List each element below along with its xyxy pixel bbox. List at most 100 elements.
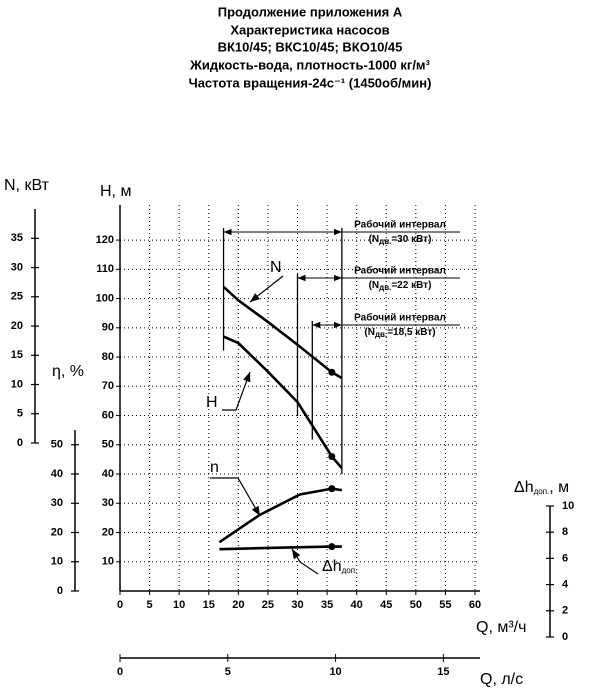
point-marker	[328, 452, 336, 460]
y-tick-label: 100	[96, 292, 114, 304]
dh-label-main: Δh	[514, 479, 534, 496]
interval-note: (Nдв.=30 кВт)	[369, 234, 432, 246]
y-tick-label: 50	[102, 439, 114, 451]
x-tick-label: 45	[380, 599, 392, 611]
tick-label: 10	[562, 500, 574, 512]
title-line: Характеристика насосов	[230, 22, 389, 37]
x-tick-label: 40	[351, 599, 363, 611]
point-marker	[328, 485, 336, 493]
curve-label: n	[210, 459, 219, 476]
tick-label: 20	[11, 320, 23, 332]
x-tick-label: 5	[147, 599, 153, 611]
curve	[219, 545, 342, 551]
tick-label: 35	[11, 232, 23, 244]
tick-label: 50	[51, 439, 63, 451]
curve-label-name: Δh	[322, 558, 342, 575]
tick-label: 8	[562, 526, 568, 538]
interval-label: Рабочий интервал	[354, 265, 446, 277]
tick-label: 0	[562, 631, 568, 643]
y-tick-label: 70	[102, 380, 114, 392]
curve-label: H	[206, 394, 218, 411]
x2-tick-label: 15	[437, 666, 449, 678]
x2-tick-label: 5	[225, 666, 231, 678]
interval-note-post: =30 кВт)	[391, 234, 431, 245]
tick-label: 5	[17, 408, 23, 420]
tick-label: 15	[11, 349, 23, 361]
y-tick-label: 10	[102, 556, 114, 568]
x-tick-label: 35	[321, 599, 333, 611]
y-tick-label: 60	[102, 409, 114, 421]
interval-note-post: =18,5 кВт)	[387, 327, 435, 338]
interval-note-sub: дв.	[379, 237, 391, 246]
title-line: Жидкость-вода, плотность-1000 кг/м³	[189, 57, 430, 72]
tick-label: 6	[562, 552, 568, 564]
curve	[223, 335, 343, 470]
tick-label: 10	[51, 556, 63, 568]
x2-tick-label: 0	[117, 666, 123, 678]
x2-tick-label: 10	[329, 666, 341, 678]
y-tick-label: 90	[102, 322, 114, 334]
tick-label: 10	[11, 378, 23, 390]
x-tick-label: 20	[232, 599, 244, 611]
leader-line	[210, 477, 261, 517]
tick-label: 2	[562, 605, 568, 617]
interval-note-pre: (N	[364, 327, 375, 338]
leader-line	[291, 548, 319, 575]
curve-label-name: n	[210, 459, 219, 476]
point-marker	[328, 543, 336, 551]
tick-label: 30	[51, 497, 63, 509]
title-line: ВК10/45; ВКС10/45; ВКО10/45	[218, 39, 403, 54]
interval-label: Рабочий интервал	[354, 312, 446, 324]
y-tick-label: 40	[102, 468, 114, 480]
title: Продолжение приложения А Характеристика …	[189, 4, 432, 90]
curve-label: N	[270, 259, 282, 276]
curve-label-sub: доп.	[342, 566, 358, 575]
y-axis-label: H, м	[100, 183, 131, 200]
y-tick-label: 110	[96, 263, 114, 275]
interval-note-sub: дв.	[379, 283, 391, 292]
tick-label: 40	[51, 468, 63, 480]
x-tick-label: 50	[410, 599, 422, 611]
interval-note-pre: (N	[369, 234, 380, 245]
dh-label-unit: , м	[549, 479, 569, 496]
y-tick-label: 30	[102, 497, 114, 509]
tick-label: 20	[51, 526, 63, 538]
y-tick-label: 80	[102, 351, 114, 363]
interval-note-pre: (N	[369, 280, 380, 291]
leader-line	[249, 275, 284, 303]
title-line: Продолжение приложения А	[218, 4, 403, 19]
interval-note: (Nдв.=22 кВт)	[369, 280, 432, 292]
x-tick-label: 10	[173, 599, 185, 611]
x-tick-label: 0	[117, 599, 123, 611]
tick-label: 30	[11, 261, 23, 273]
x-tick-label: 30	[291, 599, 303, 611]
x-tick-label: 15	[203, 599, 215, 611]
interval-note: (Nдв.=18,5 кВт)	[364, 327, 435, 339]
x2-axis-label: Q, л/с	[480, 671, 523, 688]
curve-label: Δhдоп.	[322, 558, 357, 575]
eta-axis-label: η, %	[52, 363, 84, 380]
tick-label: 0	[57, 585, 63, 597]
x-tick-label: 55	[439, 599, 451, 611]
curve-label-name: N	[270, 259, 282, 276]
tick-label: 4	[562, 579, 569, 591]
leader-line	[222, 371, 251, 411]
curve	[218, 487, 343, 544]
x-axis-label: Q, м³/ч	[476, 619, 526, 636]
x-tick-label: 60	[469, 599, 481, 611]
curve	[222, 285, 343, 380]
point-marker	[328, 368, 336, 376]
n-axis-label: N, кВт	[4, 177, 50, 194]
curve-label-name: H	[206, 394, 218, 411]
interval-note-sub: дв.	[375, 330, 387, 339]
title-line: Частота вращения-24с⁻¹ (1450об/мин)	[189, 75, 432, 90]
interval-note-post: =22 кВт)	[391, 280, 431, 291]
tick-label: 0	[17, 437, 23, 449]
interval-label: Рабочий интервал	[354, 219, 446, 231]
tick-label: 25	[11, 291, 23, 303]
y-tick-label: 20	[102, 526, 114, 538]
x-tick-label: 25	[262, 599, 274, 611]
dh-label-sub: доп.	[534, 487, 550, 496]
y-tick-label: 120	[96, 234, 114, 246]
